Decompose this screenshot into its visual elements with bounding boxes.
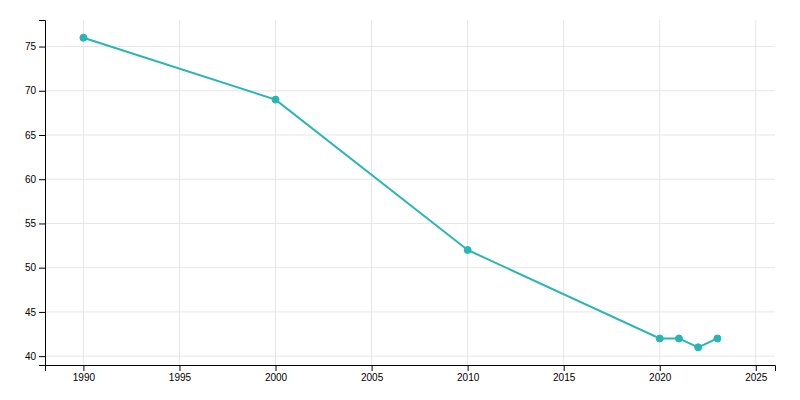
- x-axis-tick-label: 2020: [649, 372, 672, 383]
- grid-line-y: [45, 267, 775, 268]
- x-axis-tick-label: 2000: [265, 372, 288, 383]
- x-axis-tick-label: 1990: [73, 372, 96, 383]
- x-axis-tick-label: 2025: [745, 372, 768, 383]
- grid-line-y: [45, 90, 775, 91]
- line: [83, 38, 717, 348]
- x-axis-tick-mark: [83, 365, 84, 371]
- y-axis-tick-mark: [39, 135, 45, 136]
- y-axis-tick-label: 65: [25, 130, 37, 141]
- grid: [45, 20, 775, 365]
- y-axis-tick-mark: [39, 179, 45, 180]
- x-axis-tick: 2005: [361, 365, 384, 383]
- point: [714, 335, 721, 342]
- point: [272, 96, 279, 103]
- y-axis-tick: 45: [25, 307, 45, 318]
- grid-line-y: [45, 135, 775, 136]
- x-axis-tick-mark: [179, 365, 180, 371]
- point: [656, 335, 663, 342]
- y-axis-tick-mark: [39, 268, 45, 269]
- y-axis-tick-mark: [39, 91, 45, 92]
- y-axis-tick-label: 55: [25, 218, 37, 229]
- y-axis-tick: 60: [25, 174, 45, 185]
- y-axis-tick-label: 60: [25, 174, 37, 185]
- y-axis-tick: 75: [25, 41, 45, 52]
- plot-marks: [80, 34, 721, 351]
- x-axis-tick: 2025: [745, 365, 768, 383]
- y-axis-tick-label: 40: [25, 351, 37, 362]
- x-axis-tick-label: 2005: [361, 372, 384, 383]
- y-axis-tick-label: 75: [25, 41, 37, 52]
- x-axis: 1990 1995 2000 2005 2010 2015 2020 2025: [46, 365, 776, 383]
- grid-line-x: [371, 20, 372, 365]
- point: [464, 247, 471, 254]
- grid-line-y: [45, 46, 775, 47]
- x-axis-tick: 2010: [457, 365, 480, 383]
- x-axis-tick-mark: [276, 365, 277, 371]
- x-axis-tick: 2000: [265, 365, 288, 383]
- y-axis-tick-label: 45: [25, 307, 37, 318]
- grid-line-x: [467, 20, 468, 365]
- y-axis-tick-mark: [39, 223, 45, 224]
- x-axis-tick-mark: [564, 365, 565, 371]
- grid-line-y: [45, 356, 775, 357]
- grid-line-x: [755, 20, 756, 365]
- y-axis: 40 45 50 55 60 65 70 75: [25, 21, 46, 366]
- x-axis-tick-mark: [756, 365, 757, 371]
- grid-line-x: [83, 20, 84, 365]
- y-axis-line: [39, 21, 46, 366]
- y-axis-tick-label: 50: [25, 262, 37, 273]
- x-axis-tick-mark: [468, 365, 469, 371]
- chart-svg: 1990 1995 2000 2005 2010 2015 2020 2025 40 45 50 55…: [0, 0, 800, 400]
- grid-line-x: [275, 20, 276, 365]
- y-axis-tick: 65: [25, 130, 45, 141]
- y-axis-tick: 70: [25, 85, 45, 96]
- grid-line-y: [45, 179, 775, 180]
- x-axis-tick-mark: [660, 365, 661, 371]
- y-axis-tick-label: 70: [25, 85, 37, 96]
- x-axis-tick-mark: [372, 365, 373, 371]
- y-axis-tick-mark: [39, 47, 45, 48]
- x-axis-tick: 2020: [649, 365, 672, 383]
- x-axis-tick: 1990: [73, 365, 96, 383]
- grid-line-x: [179, 20, 180, 365]
- point: [80, 34, 87, 41]
- point: [695, 344, 702, 351]
- y-axis-tick: 40: [25, 351, 45, 362]
- x-axis-tick: 2015: [553, 365, 576, 383]
- grid-line-y: [45, 223, 775, 224]
- x-axis-tick-label: 1995: [169, 372, 192, 383]
- y-axis-tick-mark: [39, 312, 45, 313]
- x-axis-tick: 1995: [169, 365, 192, 383]
- y-axis-tick: 55: [25, 218, 45, 229]
- grid-line-x: [659, 20, 660, 365]
- x-axis-tick-label: 2015: [553, 372, 576, 383]
- x-axis-tick-label: 2010: [457, 372, 480, 383]
- chart-container: 1990 1995 2000 2005 2010 2015 2020 2025 40 45 50 55…: [0, 0, 800, 400]
- x-axis-line: [46, 366, 776, 372]
- point: [675, 335, 682, 342]
- y-axis-tick: 50: [25, 262, 45, 273]
- y-axis-tick-mark: [39, 356, 45, 357]
- grid-line-x: [563, 20, 564, 365]
- grid-line-y: [45, 311, 775, 312]
